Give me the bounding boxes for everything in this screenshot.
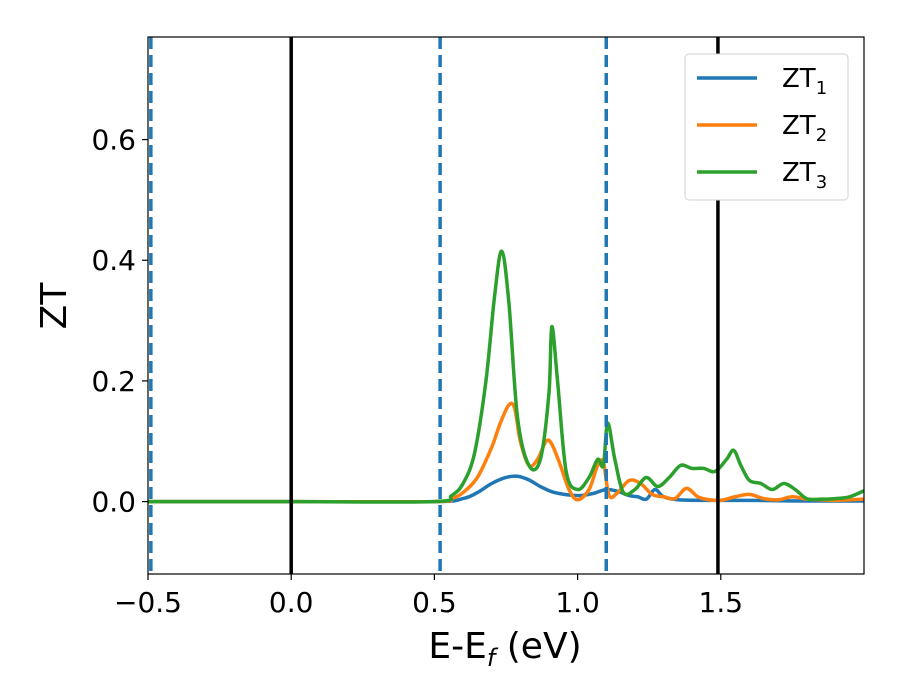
x-axis-title-unit: (eV)	[495, 626, 581, 667]
x-axis-title-main: E-E	[428, 626, 486, 667]
y-tick-label: 0.4	[91, 244, 136, 277]
legend-label-main: ZT	[782, 64, 816, 94]
axes: −0.5 0.0 0.5 1.0 1.5 0.0 0.2 0.4 0.6	[91, 36, 865, 619]
legend-label-zt2: ZT2	[782, 111, 827, 146]
x-tick-label: 0.0	[269, 586, 314, 619]
y-tick-label: 0.0	[91, 486, 136, 519]
series-line-zt2	[148, 401, 864, 504]
x-axis-title: E-Ef (eV)	[428, 626, 581, 672]
plot-frame	[147, 36, 865, 575]
legend-label-subscript: 3	[816, 172, 827, 193]
legend-label-subscript: 1	[816, 78, 827, 99]
y-tick-label: 0.2	[91, 365, 136, 398]
series-line-zt3	[148, 249, 864, 504]
x-tick-label: 1.0	[555, 586, 600, 619]
x-tick-label: −0.5	[114, 586, 182, 619]
legend-label-main: ZT	[782, 111, 816, 141]
legend-frame	[684, 53, 849, 201]
legend-label-zt1: ZT1	[782, 64, 827, 99]
y-axis-title: ZT	[34, 282, 75, 330]
legend-label-subscript: 2	[816, 125, 827, 146]
x-tick-label: 0.5	[412, 586, 457, 619]
legend-label-main: ZT	[782, 158, 816, 188]
legend-label-zt3: ZT3	[782, 158, 827, 193]
x-tick-label: 1.5	[699, 586, 744, 619]
y-tick-label: 0.6	[91, 124, 136, 157]
